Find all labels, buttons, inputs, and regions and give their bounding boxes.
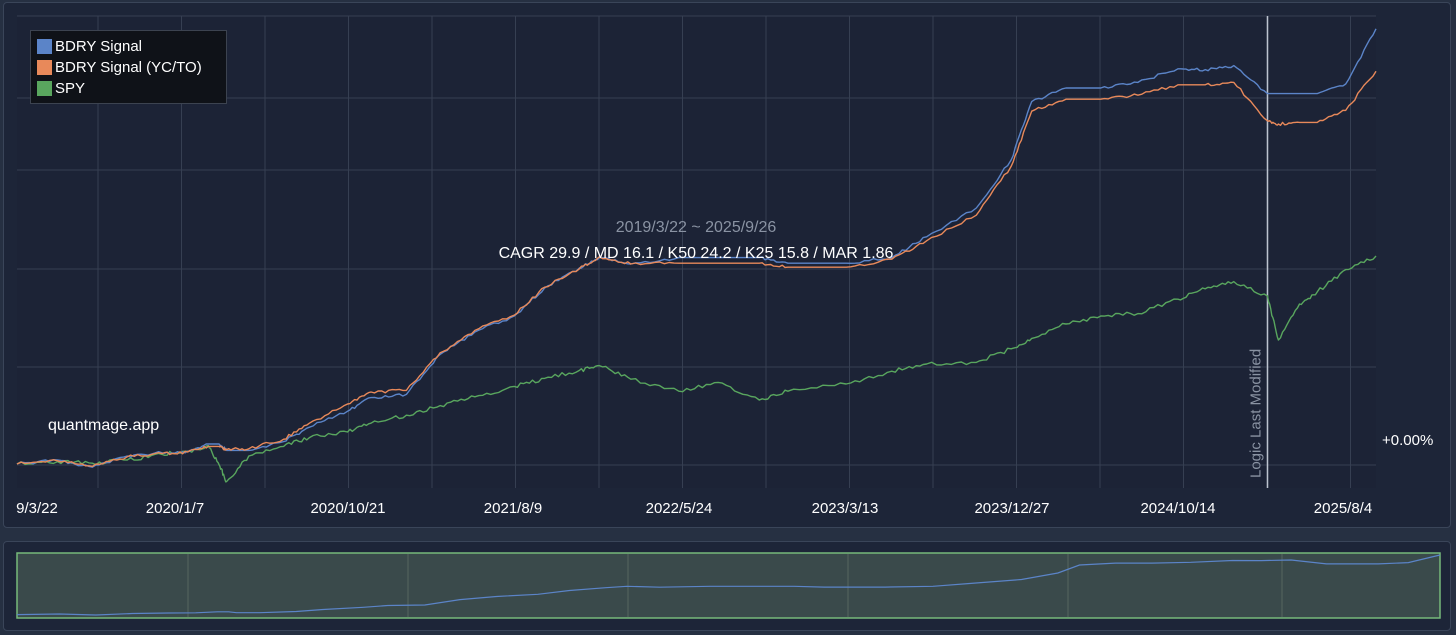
legend-label: BDRY Signal [55, 38, 142, 55]
grid-lines [17, 15, 1376, 488]
series-lines [16, 28, 1377, 483]
baseline-label: +0.00% [1382, 432, 1433, 449]
x-tick-label: 2023/3/13 [812, 500, 879, 517]
x-tick-label: 2025/8/4 [1314, 500, 1372, 517]
logic-last-modified-label: Logic Last Modified [1248, 349, 1265, 478]
series-line-bdry-signal-yc-to[interactable] [16, 70, 1377, 468]
x-tick-label: 2022/5/24 [646, 500, 713, 517]
navigator-series-line [16, 554, 1441, 616]
legend-swatch [37, 81, 52, 96]
series-line-spy[interactable] [16, 255, 1377, 483]
x-tick-label: 2023/12/27 [974, 500, 1049, 517]
plot-area [17, 16, 1376, 488]
x-tick-label: 9/3/22 [16, 500, 58, 517]
legend-swatch [37, 39, 52, 54]
x-tick-label: 2020/1/7 [146, 500, 204, 517]
watermark-label: quantmage.app [48, 417, 159, 434]
x-tick-label: 2021/8/9 [484, 500, 542, 517]
legend-item-bdry-signal[interactable]: BDRY Signal [37, 36, 226, 57]
legend-item-bdry-signal-yc-to[interactable]: BDRY Signal (YC/TO) [37, 57, 226, 78]
legend-label: BDRY Signal (YC/TO) [55, 59, 202, 76]
x-tick-label: 2024/10/14 [1140, 500, 1215, 517]
x-tick-label: 2020/10/21 [310, 500, 385, 517]
legend-item-spy[interactable]: SPY [37, 78, 226, 99]
legend: BDRY Signal BDRY Signal (YC/TO) SPY [30, 30, 227, 104]
legend-swatch [37, 60, 52, 75]
stats-label: CAGR 29.9 / MD 16.1 / K50 24.2 / K25 15.… [499, 245, 894, 262]
legend-label: SPY [55, 80, 86, 97]
navigator-range[interactable] [16, 552, 1441, 619]
navigator-grid [187, 554, 1283, 617]
date-range-label: 2019/3/22 ~ 2025/9/26 [616, 219, 777, 236]
x-axis-ticks: 9/3/22 2020/1/7 2020/10/21 2021/8/9 2022/5/2… [16, 500, 1372, 517]
